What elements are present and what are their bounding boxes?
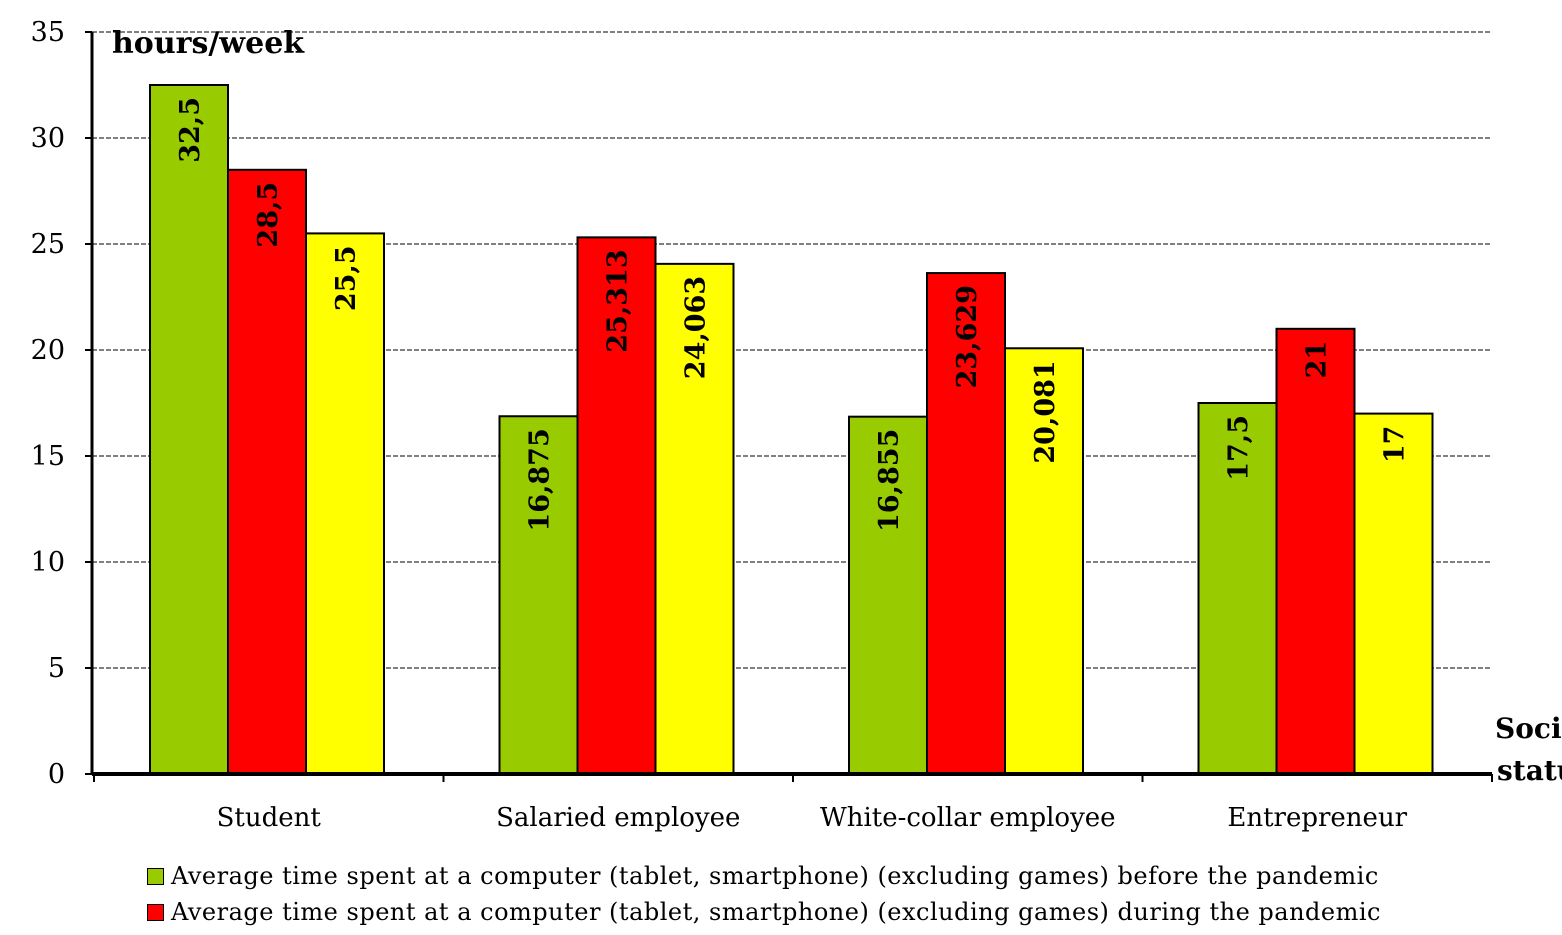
data-label: 17: [1380, 426, 1411, 464]
bar-third: [1353, 412, 1434, 775]
legend-item-before: Average time spent at a computer (tablet…: [147, 858, 1381, 894]
bar-third: [1004, 347, 1084, 775]
bar-before: [149, 84, 229, 775]
bar-before: [498, 415, 579, 775]
y-tick-label: 20: [31, 335, 65, 366]
y-axis-ticks: 0 5 10 15 20 25 30 35: [31, 17, 92, 790]
data-label: 23,629: [952, 285, 983, 388]
data-label: 21: [1302, 341, 1333, 379]
bar-during: [926, 272, 1006, 775]
legend-item-during: Average time spent at a computer (tablet…: [147, 894, 1381, 930]
x-axis-title: Social status: [1495, 712, 1562, 787]
data-label: 20,081: [1030, 360, 1061, 463]
bar-during: [227, 168, 307, 776]
data-label: 16,875: [525, 428, 556, 531]
y-tick-label: 30: [31, 123, 65, 154]
bar-during: [1275, 327, 1356, 775]
data-label: 24,063: [681, 276, 712, 379]
category-labels: Student Salaried employee White-collar emp…: [217, 803, 1408, 833]
data-label: 28,5: [253, 182, 284, 248]
y-tick-label: 10: [31, 547, 65, 578]
data-label: 16,855: [874, 429, 905, 532]
category-label: Salaried employee: [496, 803, 740, 833]
legend-swatch-before: [147, 867, 164, 885]
legend-label-before: Average time spent at a computer (tablet…: [171, 862, 1379, 890]
y-tick-label: 25: [31, 229, 65, 260]
y-tick-label: 35: [31, 17, 65, 48]
category-label: White-collar employee: [820, 803, 1116, 833]
x-axis-title-line-2: status: [1497, 754, 1562, 787]
data-label: 25,5: [331, 245, 362, 311]
legend-swatch-during: [147, 903, 164, 921]
data-labels: 32,5 28,5 25,5 16,875 25,313 24,063 16,855 23,6…: [175, 97, 1411, 532]
category-label: Student: [217, 803, 322, 833]
bar-chart: 0 5 10 15 20 25 30 35 32,5 28,5 25,5 16,875 25,313 2…: [31, 17, 1562, 833]
axes: [90, 32, 1493, 782]
bar-third: [305, 232, 385, 775]
y-tick-label: 15: [31, 441, 65, 472]
category-label: Entrepreneur: [1227, 803, 1407, 833]
y-tick-label: 0: [48, 759, 65, 790]
data-label: 25,313: [603, 249, 634, 352]
data-label: 17,5: [1224, 415, 1255, 481]
bar-before: [1197, 402, 1278, 775]
bar-before: [848, 415, 928, 775]
bars: [149, 84, 1434, 776]
y-axis-unit-label: hours/week: [112, 26, 305, 61]
y-tick-label: 5: [48, 653, 65, 684]
x-axis-title-line-1: Social: [1495, 712, 1562, 745]
legend-label-during: Average time spent at a computer (tablet…: [171, 898, 1381, 926]
data-label: 32,5: [175, 97, 206, 163]
legend: Average time spent at a computer (tablet…: [147, 858, 1381, 930]
